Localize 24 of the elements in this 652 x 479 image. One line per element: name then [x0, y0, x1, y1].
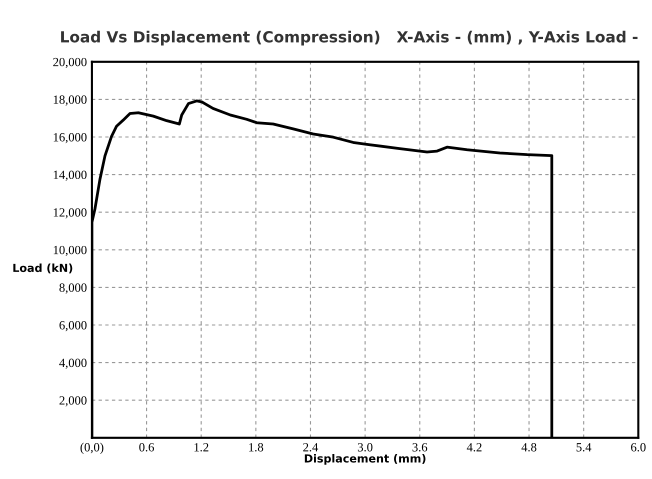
- x-tick-label: 3.6: [412, 443, 428, 452]
- y-tick-label: 16,000: [54, 133, 87, 144]
- x-tick-label: 3.0: [358, 443, 372, 452]
- y-tick-label: 6,000: [59, 321, 87, 332]
- y-tick-label: 18,000: [54, 95, 87, 106]
- x-tick-label: 1.2: [194, 443, 208, 452]
- y-tick-label: 12,000: [54, 208, 87, 218]
- x-tick-label: 4.2: [466, 443, 482, 452]
- x-tick-label: 5.4: [576, 443, 592, 452]
- x-axis-title: Displacement (mm): [304, 454, 426, 465]
- y-axis-title: Load (kN): [13, 263, 72, 274]
- x-tick-label: 2.4: [303, 443, 318, 452]
- x-tick-label: 4.8: [521, 443, 536, 452]
- y-tick-label: 8,000: [59, 283, 87, 294]
- y-tick-label: 20,000: [53, 58, 87, 68]
- y-tick-label: 4,000: [59, 358, 87, 369]
- chart-title: Load Vs Displacement (Compression) X-Axis - (mm) , Y-Axis Load -: [61, 30, 638, 46]
- x-tick-label: 0.6: [139, 443, 154, 452]
- x-tick-label: (0,0): [80, 442, 104, 454]
- y-tick-label: 14,000: [54, 170, 87, 181]
- y-tick-label: 10,000: [54, 246, 87, 256]
- x-tick-label: 1.8: [249, 443, 264, 452]
- y-tick-label: 2,000: [59, 396, 87, 406]
- x-tick-label: 6.0: [631, 443, 646, 452]
